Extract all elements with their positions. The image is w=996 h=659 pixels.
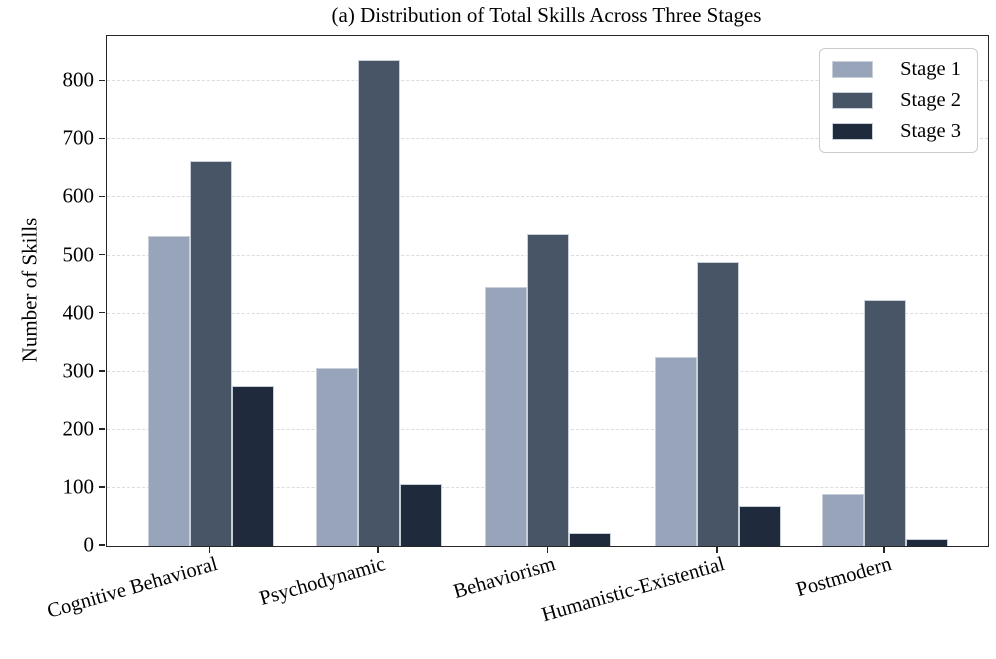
legend-item-stage2: Stage 2 xyxy=(832,89,961,112)
bar-stage-1-postmodern xyxy=(822,493,864,546)
gridline-800 xyxy=(107,80,988,82)
y-tick-500 xyxy=(99,253,105,256)
legend-swatch-stage2 xyxy=(832,92,874,109)
bar-stage-2-cognitive-behavioral xyxy=(189,160,232,546)
bar-group-behaviorism xyxy=(485,36,612,546)
x-tick-label-psychodynamic: Psychodynamic xyxy=(257,553,389,610)
x-tick-label-humanistic-existential: Humanistic-Existential xyxy=(539,553,727,627)
legend-label-stage2: Stage 2 xyxy=(900,89,961,111)
x-tick-psychodynamic xyxy=(377,546,379,553)
y-tick-label-300: 300 xyxy=(62,358,95,383)
chart-title: (a) Distribution of Total Skills Across … xyxy=(331,3,762,27)
legend-item-stage1: Stage 1 xyxy=(832,58,961,81)
y-tick-800 xyxy=(99,79,105,82)
y-tick-label-800: 800 xyxy=(62,67,95,92)
plot-area: Stage 1 Stage 2 Stage 3 xyxy=(106,35,989,547)
gridline-600 xyxy=(107,196,988,198)
y-tick-600 xyxy=(99,195,105,198)
bar-stage-3-psychodynamic xyxy=(399,483,442,546)
bar-stage-3-cognitive-behavioral xyxy=(231,385,274,546)
legend-swatch-stage1 xyxy=(832,61,874,78)
x-tick-cognitive-behavioral xyxy=(208,546,211,553)
y-tick-label-700: 700 xyxy=(62,125,95,150)
bar-stage-1-humanistic-existential xyxy=(654,356,697,546)
bar-stage-2-psychodynamic xyxy=(357,60,400,546)
bar-stage-2-behaviorism xyxy=(527,233,570,546)
bar-group-humanistic-existential xyxy=(654,36,781,546)
bar-stage-2-humanistic-existential xyxy=(696,261,739,546)
legend: Stage 1 Stage 2 Stage 3 xyxy=(819,48,978,153)
bar-group-cognitive-behavioral xyxy=(147,36,274,546)
y-tick-label-600: 600 xyxy=(62,183,95,208)
y-tick-label-100: 100 xyxy=(62,474,95,499)
bar-stage-3-postmodern xyxy=(906,539,948,546)
y-tick-label-400: 400 xyxy=(62,300,95,325)
x-tick-label-cognitive-behavioral: Cognitive Behavioral xyxy=(44,553,220,623)
y-tick-200 xyxy=(99,428,105,430)
legend-item-stage3: Stage 3 xyxy=(832,120,961,143)
x-tick-behaviorism xyxy=(546,546,549,553)
legend-label-stage3: Stage 3 xyxy=(900,120,961,142)
y-tick-label-0: 0 xyxy=(83,532,95,557)
bar-stage-1-cognitive-behavioral xyxy=(147,235,190,546)
bar-stage-1-psychodynamic xyxy=(315,367,358,546)
bar-stage-3-humanistic-existential xyxy=(738,505,781,546)
bar-stage-3-behaviorism xyxy=(569,533,612,546)
y-tick-700 xyxy=(99,137,105,140)
y-tick-label-500: 500 xyxy=(62,242,95,267)
bar-stage-1-behaviorism xyxy=(485,286,528,546)
y-tick-300 xyxy=(99,369,105,372)
legend-swatch-stage3 xyxy=(832,123,874,140)
gridline-700 xyxy=(107,138,988,140)
legend-label-stage1: Stage 1 xyxy=(900,58,961,80)
x-tick-humanistic-existential xyxy=(715,546,718,553)
y-axis-label: Number of Skills xyxy=(17,217,42,363)
bar-group-psychodynamic xyxy=(315,36,442,546)
bar-stage-2-postmodern xyxy=(864,299,906,546)
y-tick-0 xyxy=(99,544,105,546)
y-tick-400 xyxy=(99,311,105,314)
y-tick-100 xyxy=(99,486,105,488)
bar-group-postmodern xyxy=(822,36,948,546)
x-tick-label-postmodern: Postmodern xyxy=(793,553,895,602)
x-tick-label-behaviorism: Behaviorism xyxy=(450,553,558,604)
y-tick-label-200: 200 xyxy=(62,416,95,441)
x-tick-postmodern xyxy=(883,546,885,553)
